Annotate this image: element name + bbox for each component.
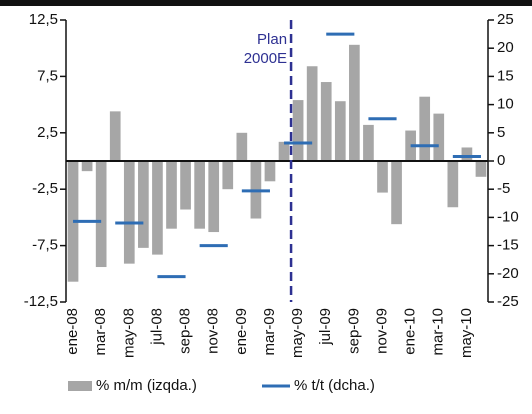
x-tick-label: jul-08 [148,308,165,346]
x-tick-label: mar-09 [261,308,278,356]
y2-tick-label: -10 [497,208,519,225]
y-tick-label: -12,5 [24,293,58,310]
x-tick-label: may-10 [458,308,475,358]
bar [391,161,402,225]
x-tick-label: ene-10 [402,308,419,355]
bar [461,147,473,161]
bar [95,161,107,268]
x-tick-label: jul-09 [317,308,334,346]
top-band [0,0,532,6]
y2-tick-label: -20 [497,265,519,282]
bar [166,161,177,229]
bar [208,161,220,233]
x-tick-label: may-08 [120,308,137,358]
y2-tick-label: 10 [497,96,514,113]
bar [475,161,487,177]
bar [236,132,248,161]
annotation: 2000E [244,50,287,67]
bar [292,100,304,161]
bar [81,161,93,172]
x-tick-label: mar-10 [430,308,447,356]
bar [320,82,332,161]
x-tick-label: nov-09 [373,308,390,354]
bar [306,66,318,161]
annotation: Plan [257,31,287,48]
y-tick-label: -2,5 [32,180,58,197]
bar [334,101,346,161]
x-tick-label: ene-09 [233,308,250,355]
bar [138,161,149,248]
x-tick-label: sep-08 [177,308,194,354]
bar [363,124,374,161]
legend-label: % t/t (dcha.) [294,377,375,394]
y-tick-label: 2,5 [37,124,58,141]
x-tick-label: mar-08 [92,308,109,356]
y-tick-label: 12,5 [29,11,58,28]
legend-label: % m/m (izqda.) [96,377,197,394]
bar [377,161,388,193]
bar [180,161,191,210]
bar [433,113,445,161]
x-tick-label: ene-08 [64,308,81,355]
bar [447,161,459,208]
y2-tick-label: -15 [497,237,519,254]
bar [123,161,135,264]
x-tick-label: sep-09 [345,308,362,354]
y2-tick-label: 15 [497,67,514,84]
y2-tick-label: 20 [497,39,514,56]
y2-tick-label: -25 [497,293,519,310]
y2-tick-label: -5 [497,180,510,197]
bar [194,161,205,229]
bar [264,161,276,182]
bar [419,96,431,161]
legend-swatch [68,381,92,391]
x-tick-label: may-09 [289,308,306,358]
y-tick-label: 7,5 [37,67,58,84]
bar [278,141,290,161]
y2-tick-label: 5 [497,124,505,141]
bar [349,44,360,162]
y-tick-label: -7,5 [32,237,58,254]
bar [109,111,121,161]
x-tick-label: nov-08 [205,308,222,354]
bar [222,161,234,190]
y2-tick-label: 25 [497,11,514,28]
y2-tick-label: 0 [497,152,505,169]
bar [152,161,163,255]
